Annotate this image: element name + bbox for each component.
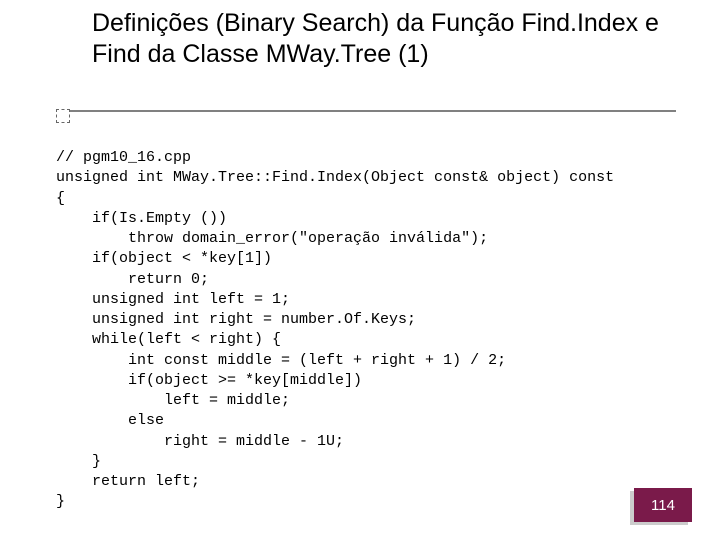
code-line: } (56, 453, 101, 470)
code-line: unsigned int right = number.Of.Keys; (56, 311, 416, 328)
slide-title: Definições (Binary Search) da Função Fin… (92, 8, 680, 71)
code-line: // pgm10_16.cpp (56, 149, 191, 166)
code-line: else (56, 412, 164, 429)
page-number: 114 (651, 497, 675, 514)
code-line: } (56, 493, 65, 510)
code-line: return left; (56, 473, 200, 490)
code-line: { (56, 190, 65, 207)
code-line: unsigned int MWay.Tree::Find.Index(Objec… (56, 169, 614, 186)
code-block: // pgm10_16.cpp unsigned int MWay.Tree::… (56, 148, 614, 513)
code-line: unsigned int left = 1; (56, 291, 290, 308)
code-line: while(left < right) { (56, 331, 281, 348)
title-bullet-box (56, 109, 70, 123)
code-line: if(object >= *key[middle]) (56, 372, 362, 389)
title-underline (56, 110, 676, 112)
code-line: right = middle - 1U; (56, 433, 344, 450)
code-line: if(Is.Empty ()) (56, 210, 227, 227)
code-line: int const middle = (left + right + 1) / … (56, 352, 506, 369)
code-line: if(object < *key[1]) (56, 250, 272, 267)
code-line: return 0; (56, 271, 209, 288)
slide-title-block: Definições (Binary Search) da Função Fin… (92, 8, 680, 71)
code-line: left = middle; (56, 392, 290, 409)
code-line: throw domain_error("operação inválida"); (56, 230, 488, 247)
page-number-badge: 114 (634, 488, 692, 522)
